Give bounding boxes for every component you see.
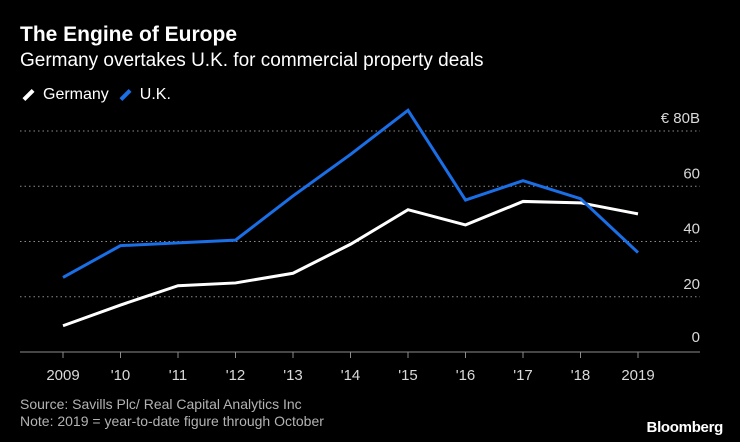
x-tick-label: '12 (226, 367, 246, 384)
y-tick-label: 60 (683, 165, 700, 182)
note-line: Note: 2019 = year-to-date figure through… (20, 413, 324, 429)
y-tick-label: 20 (683, 276, 700, 293)
legend-label-uk: U.K. (139, 86, 171, 103)
x-tick-label: '13 (283, 367, 303, 384)
chart-subtitle: Germany overtakes U.K. for commercial pr… (20, 50, 484, 71)
series-line-uk (62, 108, 640, 279)
y-tick-label: € 80B (661, 110, 700, 127)
x-tick-label: '17 (513, 367, 533, 384)
y-tick-label: 40 (683, 221, 700, 238)
x-tick-label: '16 (456, 367, 476, 384)
legend-item-uk: U.K. (119, 86, 171, 104)
y-tick-label: 0 (692, 329, 700, 346)
x-tick-label: '14 (341, 367, 361, 384)
chart-legend: Germany U.K. (22, 86, 181, 104)
chart-title: The Engine of Europe (20, 23, 238, 46)
x-tick-label: 2019 (621, 367, 654, 384)
source-note: Source: Savills Plc/ Real Capital Analyt… (20, 396, 324, 430)
legend-item-germany: Germany (22, 86, 109, 104)
bloomberg-logo: Bloomberg (646, 419, 724, 436)
x-tick-label: '10 (111, 367, 131, 384)
x-tick-label: '15 (398, 367, 418, 384)
x-tick-label: 2009 (46, 367, 79, 384)
series-line-germany (62, 199, 639, 328)
x-tick-label: '11 (169, 367, 187, 384)
source-line: Source: Savills Plc/ Real Capital Analyt… (20, 396, 302, 412)
legend-label-germany: Germany (43, 86, 109, 103)
x-tick-label: '18 (571, 367, 591, 384)
